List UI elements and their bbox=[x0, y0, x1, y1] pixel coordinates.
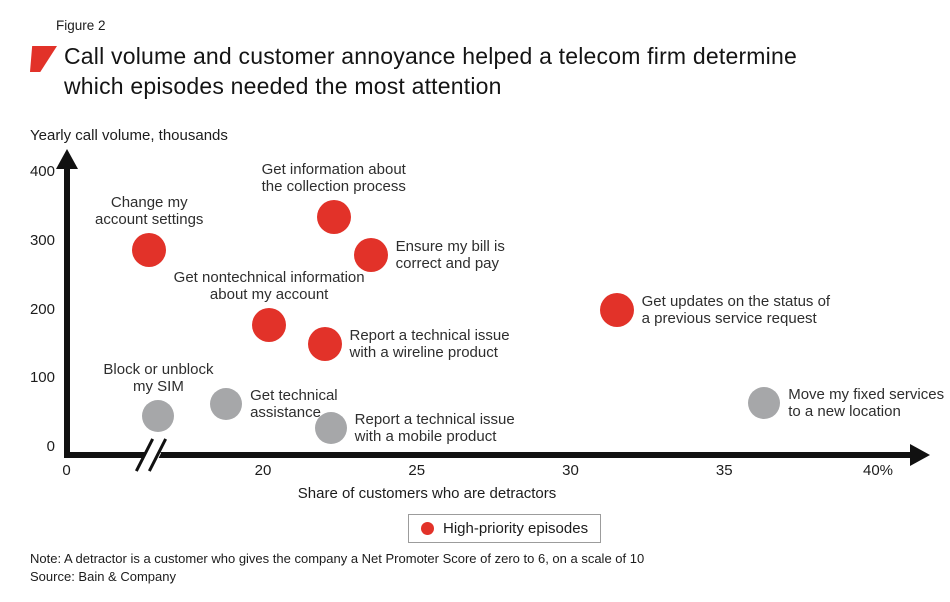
data-point-label: Change my account settings bbox=[95, 194, 203, 228]
y-tick-label: 300 bbox=[29, 231, 55, 249]
data-point-label-line: correct and pay bbox=[395, 255, 500, 273]
data-point-label-line: about my account bbox=[209, 285, 329, 303]
data-point bbox=[314, 411, 347, 444]
y-tick-label: 0 bbox=[46, 438, 55, 455]
data-point-label-line: my SIM bbox=[133, 378, 184, 396]
y-tick-label: 400 bbox=[29, 163, 55, 180]
y-tick-label: 200 bbox=[29, 300, 55, 318]
data-point-label-line: Get nontechnical information bbox=[173, 268, 365, 286]
data-point-label: Get information about the collection proc… bbox=[262, 161, 406, 195]
data-point-label-line: Report a technical issue bbox=[349, 326, 510, 344]
figure-label: Figure 2 bbox=[56, 18, 106, 33]
legend-box: High-priority episodes bbox=[408, 514, 602, 543]
chart-title-line-2: which episodes needed the most attention bbox=[64, 73, 502, 99]
data-point-label-line: with a wireline product bbox=[349, 343, 498, 361]
data-point-label: Report a technical issue with a mobile pr… bbox=[355, 411, 515, 445]
x-tick-label: 0 bbox=[62, 462, 71, 479]
data-point-label: Block or unblock my SIM bbox=[103, 361, 213, 395]
chart-title-line-1: Call volume and customer annoyance helpe… bbox=[64, 43, 797, 69]
chart-title: Call volume and customer annoyance helpe… bbox=[64, 41, 797, 101]
x-tick-label: 20 bbox=[254, 462, 272, 479]
data-point-label-line: assistance bbox=[250, 403, 321, 421]
x-axis-break-icon bbox=[134, 437, 172, 473]
data-point-label-line: Move my fixed services bbox=[788, 386, 945, 403]
data-point-high-priority bbox=[307, 326, 342, 361]
data-point-label-line: Block or unblock bbox=[103, 361, 214, 379]
data-point-label: Get nontechnical information about my acc… bbox=[174, 269, 365, 303]
data-point-label: Move my fixed services to a new location bbox=[788, 386, 944, 420]
data-point-high-priority bbox=[252, 307, 287, 342]
data-point-label-line: account settings bbox=[95, 210, 204, 228]
bain-flag-icon bbox=[30, 46, 57, 72]
data-point-label-line: Report a technical issue bbox=[354, 410, 515, 428]
y-axis-title: Yearly call volume, thousands bbox=[30, 127, 228, 144]
data-point bbox=[142, 400, 175, 433]
data-point-label-line: a previous service request bbox=[641, 309, 817, 327]
data-point-high-priority bbox=[353, 238, 388, 273]
data-point-label: Report a technical issue with a wireline … bbox=[350, 327, 510, 361]
x-tick-label: 30 bbox=[562, 462, 579, 479]
x-tick-label: 25 bbox=[408, 462, 426, 479]
note-text: Note: A detractor is a customer who give… bbox=[30, 551, 645, 566]
legend-high-priority-dot-icon bbox=[421, 522, 434, 535]
data-point-high-priority bbox=[132, 232, 167, 267]
y-tick-label: 100 bbox=[29, 369, 55, 387]
data-point-label-line: Get technical bbox=[250, 386, 338, 404]
data-point-high-priority bbox=[599, 292, 634, 327]
data-point-label-line: the collection process bbox=[261, 177, 406, 195]
source-text: Source: Bain & Company bbox=[30, 569, 176, 584]
data-point-label-line: Get information about bbox=[261, 160, 406, 178]
data-point-label-line: Change my bbox=[110, 193, 188, 211]
x-tick-label: 40% bbox=[862, 462, 894, 479]
data-point-label: Get technical assistance bbox=[250, 387, 338, 421]
data-point-high-priority bbox=[316, 199, 351, 234]
legend-label: High-priority episodes bbox=[443, 520, 589, 537]
y-axis-line bbox=[64, 168, 70, 458]
y-axis-arrow-icon bbox=[56, 149, 78, 169]
data-point-label: Ensure my bill is correct and pay bbox=[396, 238, 505, 272]
x-axis-title: Share of customers who are detractors bbox=[297, 485, 557, 502]
x-axis-line bbox=[64, 452, 912, 458]
data-point-label: Get updates on the status of a previous s… bbox=[642, 293, 830, 327]
data-point bbox=[210, 387, 243, 420]
data-point-label-line: Get updates on the status of bbox=[641, 292, 831, 310]
data-point-label-line: Ensure my bill is bbox=[395, 238, 505, 256]
data-point-label-line: with a mobile product bbox=[354, 427, 497, 445]
x-tick-label: 35 bbox=[715, 462, 733, 479]
data-point-label-line: to a new location bbox=[788, 403, 901, 420]
x-axis-arrow-icon bbox=[910, 444, 930, 466]
data-point bbox=[748, 387, 781, 419]
